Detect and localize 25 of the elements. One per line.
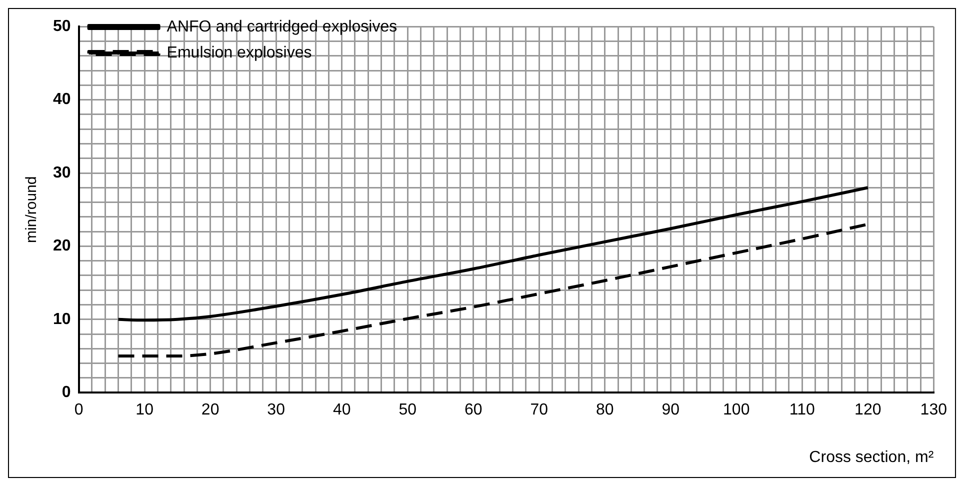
y-tick-label: 50 xyxy=(53,18,71,36)
legend-label: Emulsion explosives xyxy=(166,44,312,62)
x-tick-label: 40 xyxy=(332,402,351,419)
line-series xyxy=(116,186,870,322)
x-axis-title: Cross section, m² xyxy=(809,448,934,466)
x-tick-label: 10 xyxy=(136,402,154,419)
y-tick-label: 30 xyxy=(53,164,71,182)
x-tick-label: 100 xyxy=(723,402,750,419)
x-tick-label: 130 xyxy=(920,402,948,419)
x-tick-label: 50 xyxy=(398,402,417,419)
y-axis-title: min/round xyxy=(23,176,40,243)
x-tick-label: 0 xyxy=(74,402,84,419)
x-tick-label: 120 xyxy=(854,402,882,419)
x-tick-label: 110 xyxy=(789,402,815,419)
y-tick-label: 0 xyxy=(62,384,71,402)
y-tick-label: 10 xyxy=(53,310,71,328)
x-tick-label: 30 xyxy=(267,402,286,419)
x-tick-label: 90 xyxy=(662,402,680,419)
y-tick-label: 20 xyxy=(53,238,71,255)
x-tick-label: 60 xyxy=(464,402,482,419)
legend-label: ANFO and cartridged explosives xyxy=(166,18,398,36)
x-tick-label: 20 xyxy=(201,402,220,419)
x-tick-label: 70 xyxy=(530,402,548,419)
y-tick-label: 40 xyxy=(53,91,71,108)
x-tick-label: 80 xyxy=(596,402,614,419)
